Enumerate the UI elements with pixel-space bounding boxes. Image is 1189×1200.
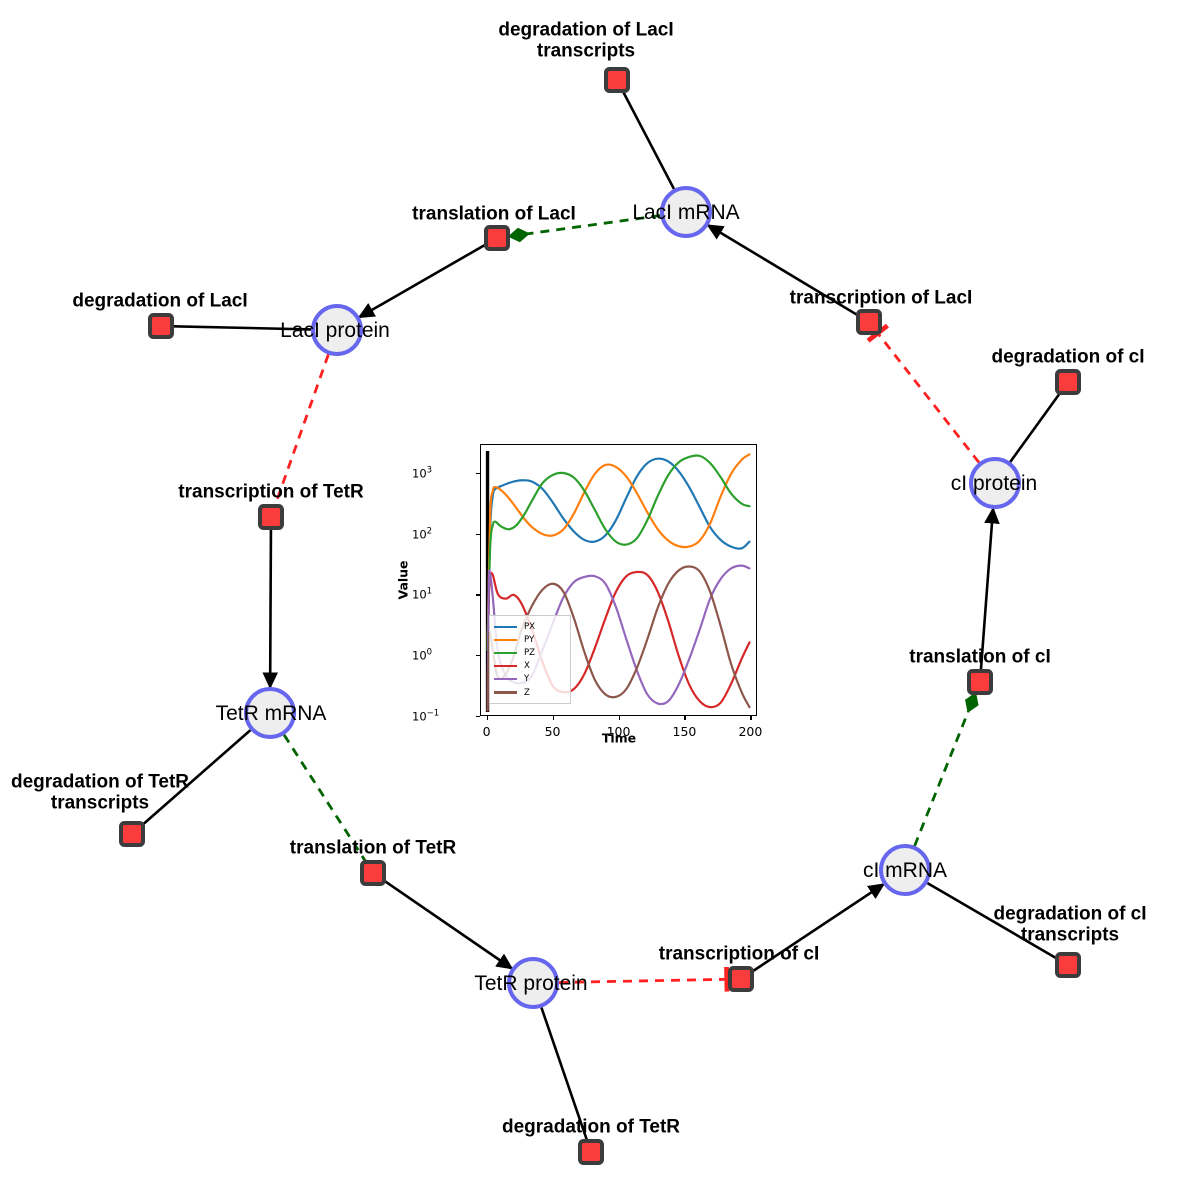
y-tick-4: 103 xyxy=(412,465,433,481)
edge-tetr_mrna-to-translation_tetr xyxy=(282,734,368,864)
legend-label-Y: Y xyxy=(524,674,530,685)
chart-series-paths xyxy=(485,450,751,713)
legend-label-PZ: PZ xyxy=(524,647,536,658)
node-layer xyxy=(119,67,1081,1165)
edge-tetr_mrna-to-deg_tetr_transcripts xyxy=(140,729,252,828)
y-tickmark-4 xyxy=(476,472,480,475)
x-tick-1: 50 xyxy=(544,724,561,739)
edge-tetr_protein-to-transcription_ci xyxy=(558,966,730,992)
chart-y-axis-label: Value xyxy=(395,560,411,600)
edge-ci_protein-to-transcription_laci xyxy=(866,323,981,464)
legend-label-X: X xyxy=(524,661,530,672)
x-tickmark-0 xyxy=(486,716,488,720)
edge-translation_laci-to-laci_protein xyxy=(357,242,488,319)
edge-transcription_laci-to-laci_mrna xyxy=(706,224,860,317)
reaction-node-deg_laci_transcripts[interactable] xyxy=(604,67,630,93)
legend-row-Z: Z xyxy=(494,686,568,699)
edge-tetr_protein-to-deg_tetr xyxy=(540,1007,589,1142)
inset-timecourse-chart: Value 10−1 100 101 102 103 0 50 100 150 200 Time… xyxy=(396,435,768,760)
species-node-ci_protein[interactable] xyxy=(969,457,1021,509)
x-tickmark-4 xyxy=(750,716,752,720)
x-tick-0: 0 xyxy=(482,724,491,739)
legend-label-PX: PX xyxy=(524,621,536,632)
species-node-tetr_protein[interactable] xyxy=(507,957,559,1009)
chart-series-X xyxy=(486,570,751,712)
edge-laci_protein-to-transcription_tetr xyxy=(273,354,330,507)
chart-series-PX xyxy=(486,457,751,652)
y-tick-0: 10−1 xyxy=(412,708,440,724)
edge-translation_ci-to-ci_protein xyxy=(979,506,1000,671)
reaction-node-deg_tetr[interactable] xyxy=(578,1139,604,1165)
edge-transcription_tetr-to-tetr_mrna xyxy=(262,528,279,690)
chart-series-PZ xyxy=(486,454,751,652)
reaction-node-deg_ci_transcripts[interactable] xyxy=(1055,952,1081,978)
y-tickmark-3 xyxy=(476,533,480,535)
legend-swatch-Y xyxy=(494,678,517,681)
x-tick-4: 200 xyxy=(738,724,763,739)
y-tick-2: 101 xyxy=(412,587,433,602)
edge-deg_laci_transcripts-to-laci_mrna xyxy=(621,90,676,190)
legend-label-Z: Z xyxy=(524,687,530,698)
y-tick-3: 102 xyxy=(412,526,433,542)
reaction-node-transcription_tetr[interactable] xyxy=(258,504,284,530)
chart-x-axis-label: Time xyxy=(601,730,637,746)
species-node-tetr_mrna[interactable] xyxy=(244,687,296,739)
x-tick-3: 150 xyxy=(672,724,697,739)
reaction-node-transcription_laci[interactable] xyxy=(856,309,882,335)
species-node-laci_mrna[interactable] xyxy=(660,186,712,238)
y-tickmark-0 xyxy=(476,716,480,718)
reaction-node-deg_laci[interactable] xyxy=(148,313,174,339)
edge-transcription_ci-to-ci_mrna xyxy=(750,883,886,974)
edge-layer xyxy=(140,90,1063,1142)
reaction-node-deg_ci[interactable] xyxy=(1055,369,1081,395)
reaction-node-transcription_ci[interactable] xyxy=(728,966,754,992)
legend-swatch-X xyxy=(494,665,517,668)
y-tick-1: 100 xyxy=(412,647,433,663)
x-tickmark-1 xyxy=(552,716,554,720)
legend-row-Y: Y xyxy=(494,673,568,686)
reaction-node-translation_tetr[interactable] xyxy=(360,860,386,886)
reaction-node-translation_laci[interactable] xyxy=(484,225,510,251)
edge-translation_tetr-to-tetr_protein xyxy=(382,878,514,970)
edge-deg_laci-to-laci_protein xyxy=(172,324,312,331)
legend-swatch-PY xyxy=(494,638,517,641)
legend-label-PY: PY xyxy=(524,634,535,645)
chart-legend: PX PY PZ X Y Z xyxy=(489,615,571,705)
y-tickmark-1 xyxy=(476,655,480,657)
legend-swatch-Z xyxy=(494,691,517,694)
edge-deg_ci-to-ci_protein xyxy=(1009,390,1063,463)
edge-laci_mrna-to-translation_laci xyxy=(507,214,661,243)
legend-row-PX: PX xyxy=(494,620,568,633)
legend-swatch-PZ xyxy=(494,651,517,655)
reaction-node-translation_ci[interactable] xyxy=(967,669,993,695)
chart-plot-area: PX PY PZ X Y Z xyxy=(480,444,757,716)
y-tickmark-2 xyxy=(476,594,480,596)
chart-y-tick-labels: 10−1 100 101 102 103 xyxy=(412,435,472,725)
x-tick-2: 100 xyxy=(606,724,631,739)
x-tickmark-2 xyxy=(618,716,620,720)
legend-row-PY: PY xyxy=(494,633,568,646)
legend-swatch-PX xyxy=(494,625,517,628)
reaction-node-deg_tetr_transcripts[interactable] xyxy=(119,821,145,847)
species-node-laci_protein[interactable] xyxy=(311,304,363,356)
edge-ci_mrna-to-deg_ci_transcripts xyxy=(926,881,1059,961)
x-tickmark-3 xyxy=(684,716,686,720)
legend-row-PZ: PZ xyxy=(494,646,568,659)
legend-row-X: X xyxy=(494,660,568,673)
species-node-ci_mrna[interactable] xyxy=(879,844,931,896)
chart-series-PY xyxy=(486,453,751,652)
edge-ci_mrna-to-translation_ci xyxy=(913,692,979,847)
